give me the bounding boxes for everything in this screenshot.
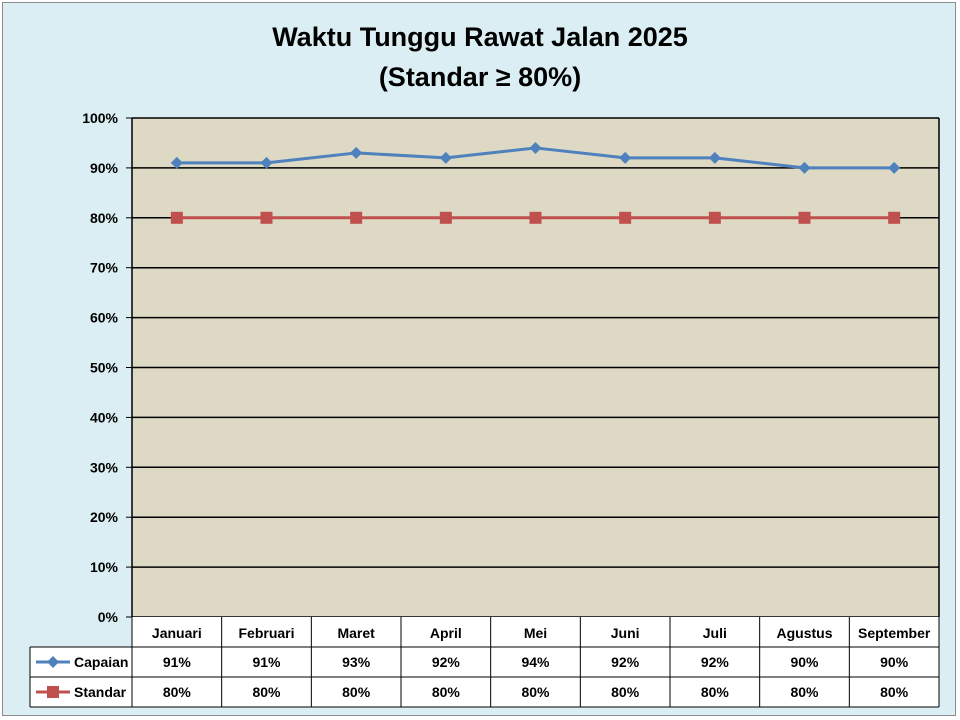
series-layer — [170, 141, 901, 224]
series-row — [30, 677, 939, 707]
category-label: September — [858, 625, 931, 641]
data-point — [170, 211, 183, 224]
y-tick-label: 50% — [90, 360, 119, 376]
data-label: 80% — [252, 684, 281, 700]
data-point — [350, 211, 363, 224]
category-label: Maret — [337, 625, 375, 641]
chart-title: Waktu Tunggu Rawat Jalan 2025 — [272, 22, 688, 52]
data-point — [888, 161, 901, 174]
data-label: 91% — [163, 654, 192, 670]
data-label: 90% — [790, 654, 819, 670]
data-point — [170, 156, 183, 169]
data-label: 80% — [790, 684, 819, 700]
chart-subtitle: (Standar ≥ 80%) — [379, 62, 581, 92]
data-point — [619, 151, 632, 164]
data-point — [529, 211, 542, 224]
y-tick-label: 80% — [90, 210, 119, 226]
category-label: Juli — [703, 625, 727, 641]
data-point — [798, 211, 811, 224]
data-point — [529, 141, 542, 154]
data-table: Januari Februari Maret April Mei Juni Juli Agus… — [29, 617, 940, 708]
y-tick-label: 70% — [90, 260, 119, 276]
category-label: Agustus — [777, 625, 833, 641]
category-label: April — [430, 625, 462, 641]
data-point — [439, 151, 452, 164]
data-point — [619, 211, 632, 224]
legend-label: Standar — [74, 684, 127, 700]
y-tick-label: 40% — [90, 409, 119, 425]
category-label: Juni — [611, 625, 640, 641]
legend-label: Capaian — [74, 654, 128, 670]
data-label: 80% — [521, 684, 550, 700]
data-label: 92% — [611, 654, 640, 670]
data-label: 91% — [252, 654, 281, 670]
data-label: 92% — [701, 654, 730, 670]
data-label: 93% — [342, 654, 371, 670]
y-axis: 0% 10% 20% 30% 40% 50% 60% 70% 80% 90% 100% — [82, 110, 940, 625]
y-tick-label: 10% — [90, 559, 119, 575]
y-tick-label: 100% — [82, 110, 118, 126]
y-tick-label: 20% — [90, 509, 119, 525]
series-row — [30, 647, 939, 677]
data-label: 80% — [342, 684, 371, 700]
data-point — [708, 151, 721, 164]
data-label: 90% — [880, 654, 909, 670]
data-label: 80% — [432, 684, 461, 700]
data-point — [350, 146, 363, 159]
data-label: 94% — [521, 654, 550, 670]
y-tick-label: 0% — [98, 609, 119, 625]
data-label: 80% — [701, 684, 730, 700]
category-label: Januari — [152, 625, 202, 641]
category-label: Mei — [524, 625, 547, 641]
data-point — [260, 211, 273, 224]
data-point — [260, 156, 273, 169]
data-point — [708, 211, 721, 224]
diamond-icon — [47, 656, 59, 668]
data-label: 80% — [163, 684, 192, 700]
category-label: Februari — [238, 625, 294, 641]
y-tick-label: 30% — [90, 459, 119, 475]
category-header-row — [132, 617, 939, 647]
data-label: 80% — [611, 684, 640, 700]
y-tick-label: 90% — [90, 160, 119, 176]
data-point — [439, 211, 452, 224]
y-tick-label: 60% — [90, 310, 119, 326]
data-point — [888, 211, 901, 224]
data-label: 80% — [880, 684, 909, 700]
square-icon — [47, 686, 59, 698]
data-point — [798, 161, 811, 174]
data-label: 92% — [432, 654, 461, 670]
